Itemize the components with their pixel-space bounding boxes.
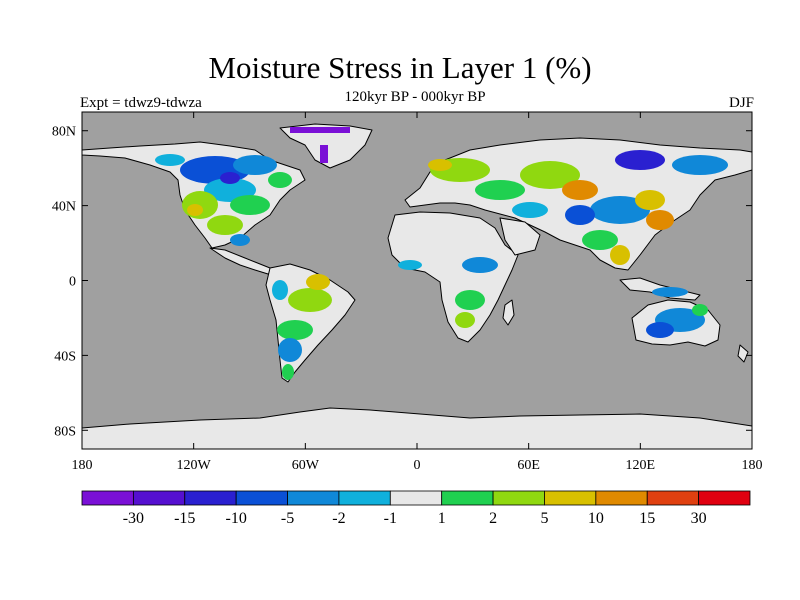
colorbar-swatch	[595, 490, 648, 506]
y-tick-label: 80S	[54, 424, 76, 439]
colorbar-label: 10	[588, 510, 604, 527]
anomaly-patch	[652, 287, 688, 297]
colorbar-label: -1	[384, 510, 397, 527]
colorbar-label: -5	[281, 510, 294, 527]
colorbar-swatch	[646, 490, 700, 506]
colorbar-swatch	[132, 490, 186, 506]
anomaly-patch	[398, 260, 422, 270]
chart-title: Moisture Stress in Layer 1 (%)	[208, 50, 592, 85]
y-tick-label: 40N	[52, 200, 76, 215]
y-tick-label: 80N	[52, 125, 76, 140]
anomaly-patch	[268, 172, 292, 188]
anomaly-patch	[562, 180, 598, 200]
anomaly-patch	[288, 288, 332, 312]
anomaly-patch	[455, 312, 475, 328]
colorbar-swatch	[338, 490, 391, 506]
x-tick-label: 120E	[626, 458, 656, 473]
x-tick-label: 180	[72, 458, 93, 473]
anomaly-patch	[692, 304, 708, 316]
chart-subtitle: 120kyr BP - 000kyr BP	[344, 89, 486, 105]
map-land-layer	[82, 123, 752, 449]
x-tick-label: 180	[742, 458, 763, 473]
anomaly-patch	[428, 159, 452, 171]
x-tick-label: 60W	[292, 458, 320, 473]
anomaly-patch	[462, 257, 498, 273]
anomaly-patch	[230, 234, 250, 246]
anomaly-patch	[475, 180, 525, 200]
colorbar-label: 15	[639, 510, 655, 527]
anomaly-patch	[610, 245, 630, 265]
anomaly-patch	[635, 190, 665, 210]
land-antarctica	[82, 407, 752, 449]
anomaly-patch	[155, 154, 185, 166]
anomaly-patch	[187, 204, 203, 216]
anomaly-patch	[646, 322, 674, 338]
anomaly-patch	[233, 155, 277, 175]
y-tick-label: 0	[69, 275, 76, 290]
x-tick-label: 120W	[177, 458, 212, 473]
anomaly-patch	[455, 290, 485, 310]
land-africa	[387, 211, 519, 343]
colorbar-swatch	[441, 490, 494, 506]
colorbar-swatch	[492, 490, 545, 506]
anomaly-patch	[220, 172, 240, 184]
colorbar-swatch	[184, 490, 237, 506]
y-tick-label: 40S	[54, 349, 76, 364]
land-arabia	[499, 217, 541, 256]
anomaly-patch	[230, 195, 270, 215]
anomaly-patch	[182, 191, 218, 219]
anomaly-patch	[207, 215, 243, 235]
colorbar-swatch	[698, 490, 751, 506]
anomaly-patch	[672, 155, 728, 175]
anomaly-patch	[282, 364, 294, 380]
experiment-label: Expt = tdwz9-tdwza	[80, 95, 202, 111]
anomaly-patch	[306, 274, 330, 290]
anomaly-patch	[272, 280, 288, 300]
x-axis-ticks: 180 120W 60W 0 60E 120E 180	[72, 112, 763, 473]
x-tick-label: 0	[414, 458, 421, 473]
colorbar-swatch	[81, 490, 134, 506]
colorbar-label: 2	[489, 510, 497, 527]
anomaly-patch	[320, 145, 328, 163]
anomaly-patch	[278, 338, 302, 362]
season-label: DJF	[728, 95, 754, 111]
anomaly-patch	[520, 161, 580, 189]
colorbar-label: -10	[225, 510, 246, 527]
anomaly-patch	[277, 320, 313, 340]
anomaly-patch	[646, 210, 674, 230]
colorbar-label: 1	[438, 510, 446, 527]
colorbar: -30 -15 -10 -5 -2 -1 1 2 5 10 15 30	[81, 490, 751, 527]
x-tick-label: 60E	[517, 458, 540, 473]
colorbar-label: -30	[123, 510, 144, 527]
colorbar-label: 30	[691, 510, 707, 527]
colorbar-swatch	[235, 490, 288, 506]
anomaly-patch	[615, 150, 665, 170]
y-axis-ticks: 80N 40N 0 40S 80S	[52, 125, 752, 439]
colorbar-swatch	[544, 490, 597, 506]
anomaly-patch	[590, 196, 650, 224]
anomaly-patch	[512, 202, 548, 218]
land-new-zealand	[737, 344, 749, 363]
anomaly-patch	[582, 230, 618, 250]
colorbar-swatch	[389, 490, 443, 506]
anomaly-patches	[155, 127, 728, 380]
land-madagascar	[502, 299, 515, 326]
colorbar-swatch	[287, 490, 340, 506]
colorbar-label: -2	[332, 510, 345, 527]
anomaly-patch	[565, 205, 595, 225]
colorbar-label: -15	[174, 510, 195, 527]
anomaly-patch	[290, 127, 350, 133]
colorbar-label: 5	[540, 510, 548, 527]
